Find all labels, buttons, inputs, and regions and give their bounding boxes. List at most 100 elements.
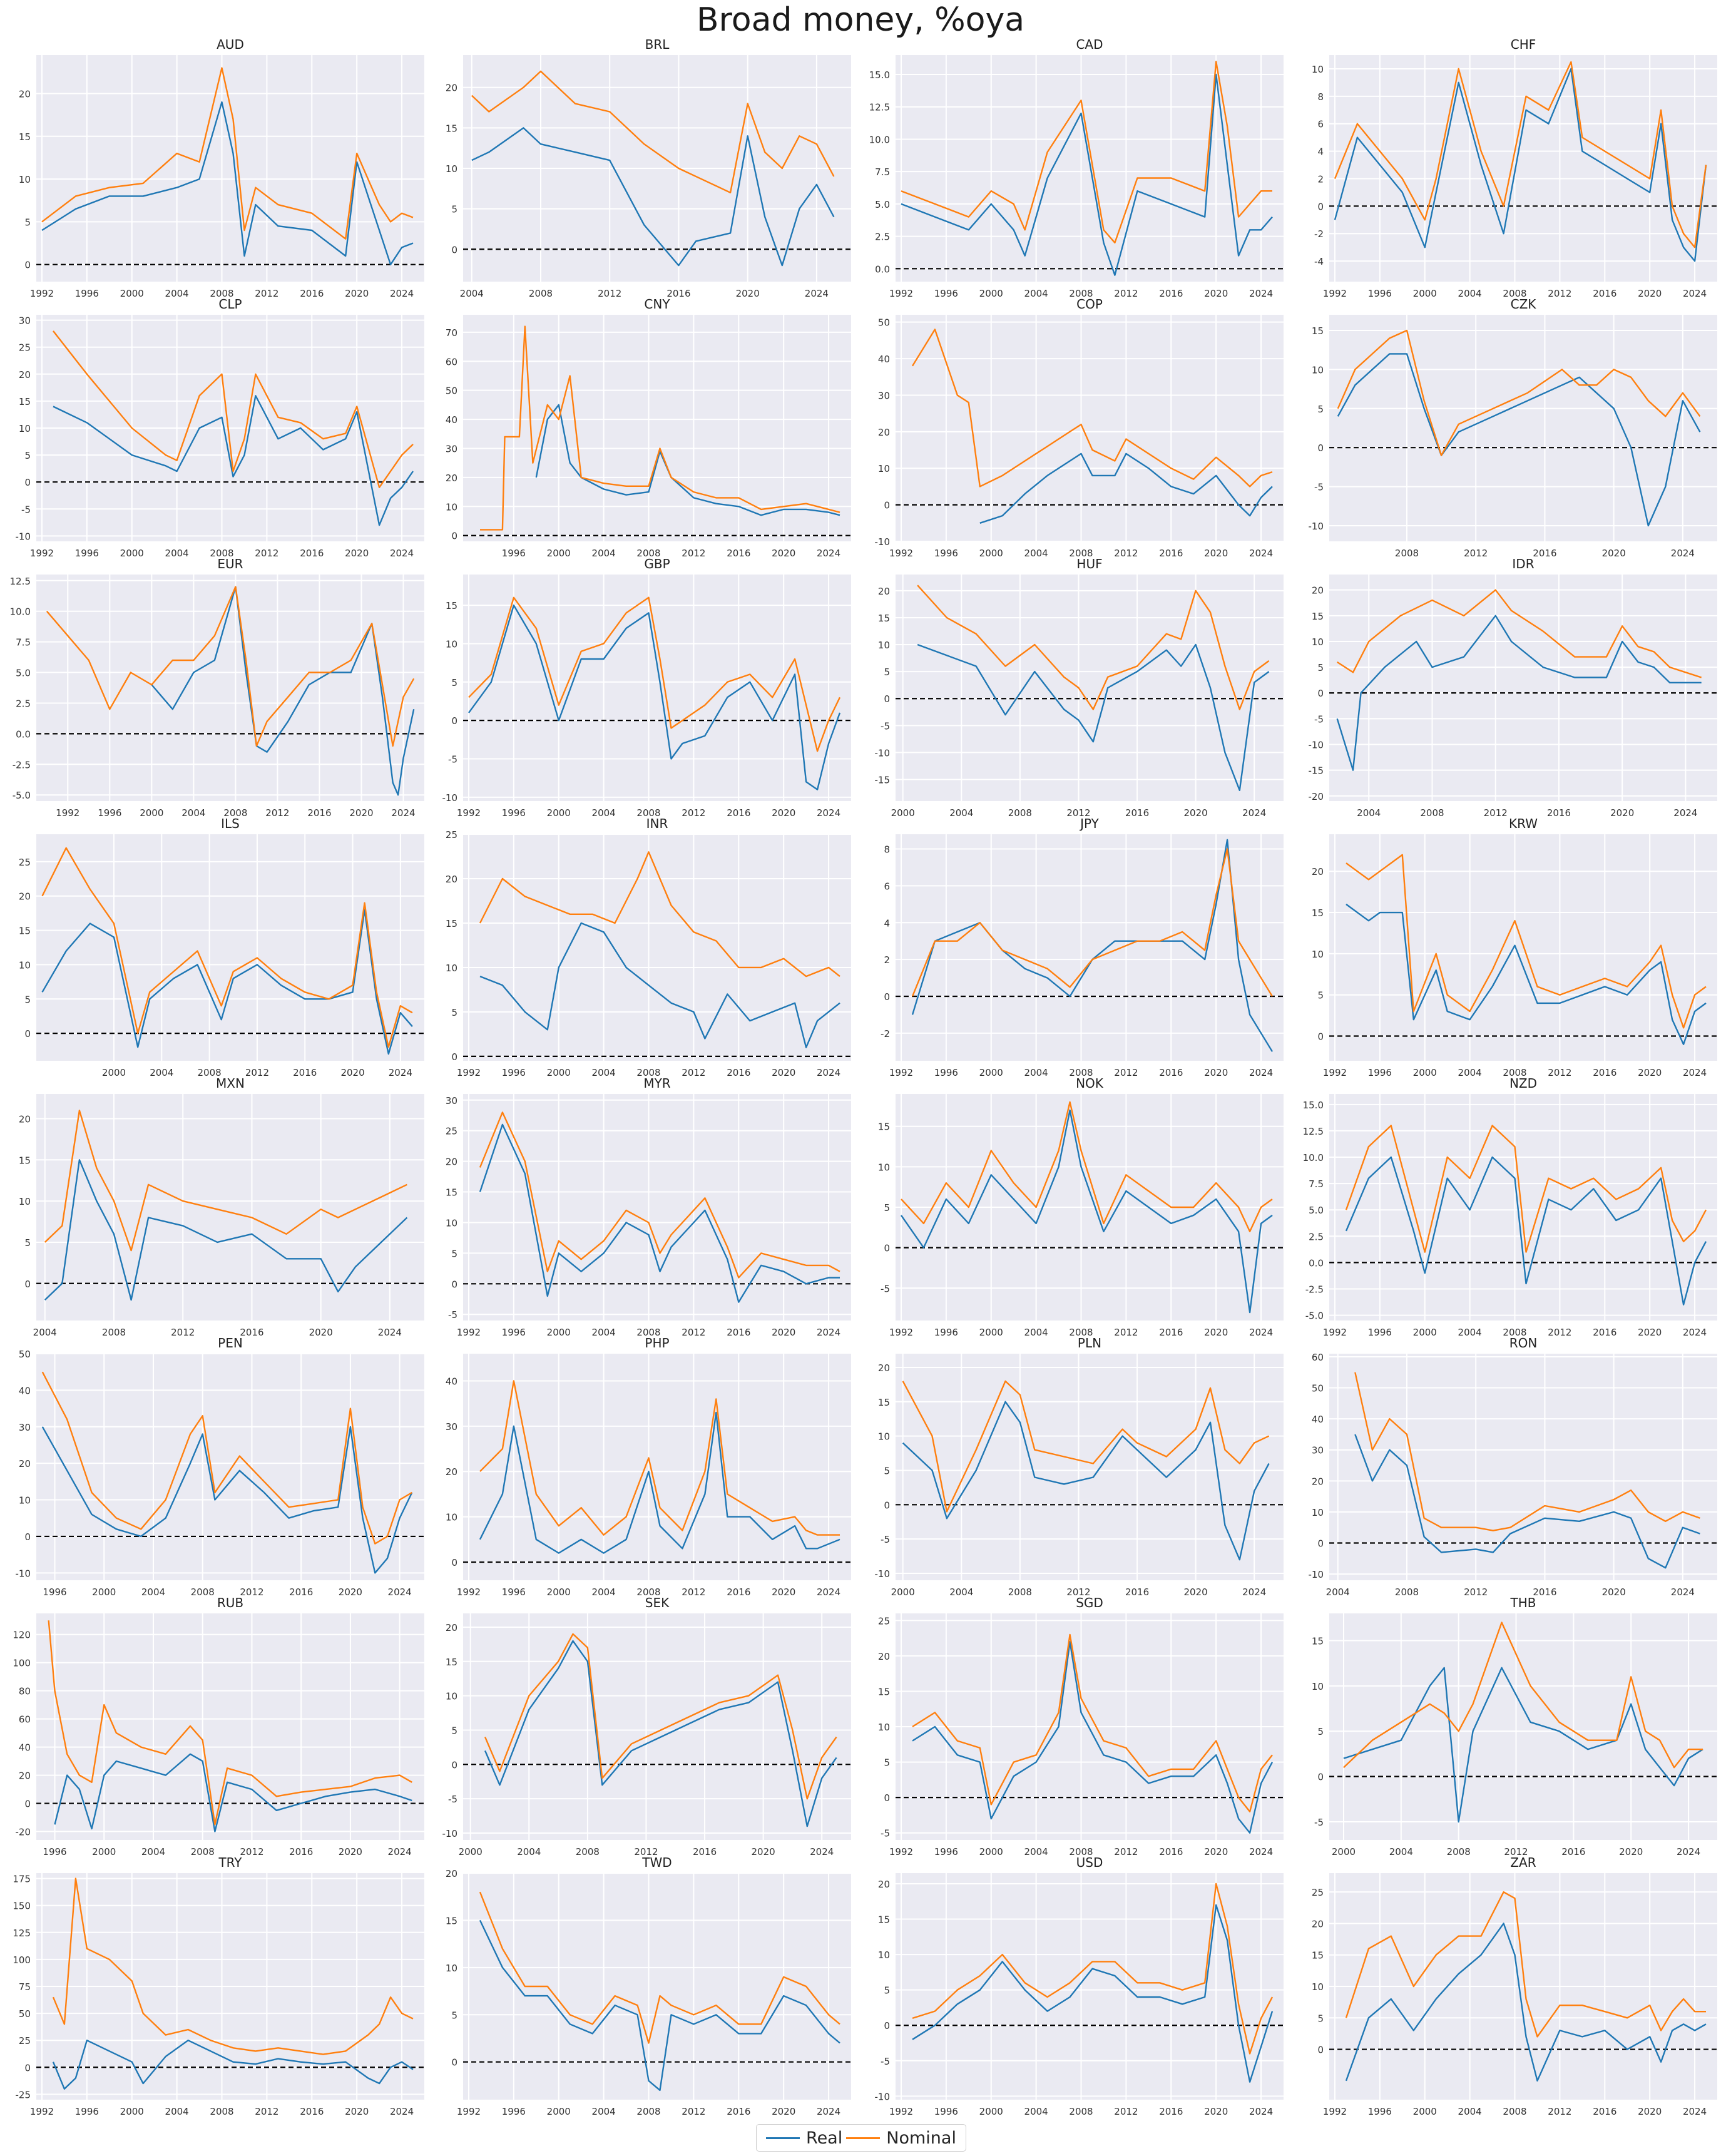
x-tick-label: 1996 [502, 1327, 526, 1338]
x-tick-label: 1992 [1323, 1327, 1347, 1338]
panel-title: CHF [1511, 37, 1536, 52]
x-tick-label: 2004 [1458, 2106, 1482, 2117]
panel-inr: 0 5 10 15 20 25 1992 1996 2000 2004 2008 2012 2016 20… [446, 816, 851, 1078]
x-tick-label: 2016 [1125, 807, 1149, 819]
y-tick-label: 20 [446, 874, 457, 885]
y-tick-label: 125 [13, 1928, 31, 1939]
x-tick-label: 2004 [1024, 548, 1048, 559]
y-tick-label: 0 [24, 1531, 31, 1543]
series-line-nominal [479, 1380, 840, 1536]
x-tick-label: 2020 [752, 1846, 775, 1857]
panel-zar: 0 5 10 15 20 25 1992 1996 2000 2004 2008 2012 2016 20… [1312, 1855, 1717, 2117]
y-tick-label: 5 [451, 677, 457, 688]
y-tick-label: 10 [1312, 1681, 1324, 1692]
x-tick-label: 1996 [98, 807, 121, 819]
x-tick-label: 2004 [592, 1067, 616, 1078]
x-tick-label: 1992 [889, 548, 913, 559]
y-tick-label: 0 [884, 2020, 890, 2031]
panel-background [896, 315, 1284, 541]
x-tick-label: 2004 [949, 807, 973, 819]
x-tick-label: 2016 [240, 1327, 263, 1338]
y-tick-label: 12.5 [10, 576, 31, 587]
y-tick-label: 75 [19, 1981, 31, 1993]
x-tick-label: 2016 [1159, 1327, 1183, 1338]
y-tick-label: 30 [1312, 1445, 1324, 1456]
x-tick-label: 2004 [1024, 288, 1048, 299]
y-tick-label: 10 [19, 959, 31, 971]
y-tick-label: 15 [446, 1657, 457, 1668]
x-tick-label: 2016 [1159, 548, 1183, 559]
panel-krw: 0 5 10 15 20 1992 1996 2000 2004 2008 2012 2016 2020… [1312, 816, 1717, 1078]
y-tick-label: 20 [19, 88, 31, 100]
x-tick-label: 1996 [502, 548, 526, 559]
y-tick-label: 5 [451, 1725, 457, 1736]
x-tick-label: 1992 [30, 288, 54, 299]
y-tick-label: 50 [19, 1349, 31, 1360]
panel-pln: -10 -5 0 5 10 15 20 2000 2004 2008 2012 2016 2020 202… [875, 1336, 1284, 1598]
x-tick-label: 1992 [457, 2106, 481, 2117]
panel-background [463, 1094, 851, 1321]
series-line-real [54, 1753, 412, 1832]
x-tick-label: 1992 [457, 807, 481, 819]
series-line-nominal [480, 325, 840, 531]
x-tick-label: 2000 [891, 1586, 915, 1598]
x-tick-label: 2012 [1548, 1067, 1571, 1078]
y-tick-label: 8 [1317, 91, 1324, 103]
y-tick-label: 150 [13, 1901, 31, 1912]
series-line-nominal [911, 848, 1274, 997]
series-line-real [468, 604, 841, 790]
y-tick-label: 10 [19, 174, 31, 185]
x-tick-label: 2000 [92, 1586, 116, 1598]
x-tick-label: 2004 [592, 1327, 616, 1338]
panel-background [463, 834, 851, 1061]
y-tick-label: 20 [1312, 585, 1324, 596]
y-tick-label: 0 [884, 693, 890, 705]
x-tick-label: 1992 [1323, 1067, 1347, 1078]
y-tick-label: 60 [1312, 1352, 1324, 1363]
series-line-real [901, 73, 1273, 276]
x-tick-label: 2000 [891, 807, 915, 819]
series-line-real [1345, 1923, 1707, 2082]
panel-title: PHP [645, 1336, 669, 1351]
x-tick-label: 2012 [598, 288, 621, 299]
x-tick-label: 2012 [1114, 2106, 1138, 2117]
panel-title: TWD [641, 1855, 672, 1870]
x-tick-label: 1996 [1368, 288, 1392, 299]
x-tick-label: 2020 [1184, 1586, 1208, 1598]
y-tick-label: 4 [884, 917, 890, 929]
panel-background [463, 1354, 851, 1580]
y-tick-label: 50 [878, 317, 890, 329]
panel-cop: -10 0 10 20 30 40 50 1992 1996 2000 2004 2008 2012 20… [875, 297, 1284, 559]
y-tick-label: 0 [1317, 688, 1324, 699]
y-tick-label: -5 [881, 1283, 890, 1294]
panel-title: MXN [216, 1076, 245, 1091]
x-tick-label: 1992 [457, 1067, 481, 1078]
x-tick-label: 2016 [727, 548, 750, 559]
series-line-real [979, 452, 1273, 524]
x-tick-label: 2024 [805, 288, 829, 299]
series-line-nominal [46, 586, 415, 747]
x-tick-label: 2008 [636, 548, 660, 559]
x-tick-label: 2008 [636, 807, 660, 819]
y-tick-label: 25 [19, 857, 31, 868]
x-tick-label: 1992 [889, 288, 913, 299]
panel-title: HUF [1076, 556, 1102, 571]
y-tick-label: 50 [446, 386, 457, 397]
y-tick-label: 0 [451, 1279, 457, 1290]
y-tick-label: 20 [878, 1362, 890, 1374]
legend-item-real: Real [766, 2128, 842, 2148]
panel-huf: -15 -10 -5 0 5 10 15 20 2000 2004 2008 2012 2016 2020… [875, 556, 1284, 819]
y-tick-label: 0 [451, 531, 457, 542]
y-tick-label: 5 [451, 1007, 457, 1018]
x-tick-label: 2020 [1204, 1327, 1228, 1338]
x-tick-label: 2012 [1504, 1846, 1528, 1857]
y-tick-label: 10 [878, 640, 890, 651]
x-tick-label: 2008 [102, 1327, 126, 1338]
y-tick-label: 20 [1312, 1476, 1324, 1487]
y-tick-label: 15 [19, 131, 31, 143]
series-line-real [901, 1109, 1273, 1314]
y-tick-label: 20 [446, 473, 457, 484]
panel-background [1329, 1613, 1717, 1840]
panel-background [36, 55, 424, 282]
panel-background [36, 1354, 424, 1580]
